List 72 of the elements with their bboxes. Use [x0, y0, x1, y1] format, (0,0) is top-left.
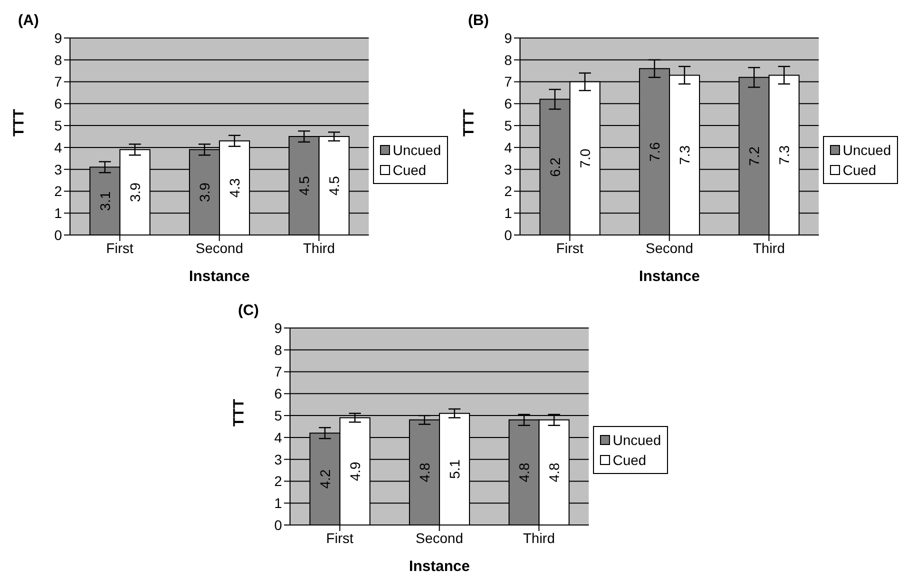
x-tick-label: First [106, 240, 134, 256]
x-tick-label: Second [416, 530, 464, 546]
y-tick-label: 7 [274, 364, 282, 380]
y-tick-label: 4 [504, 139, 512, 156]
data-label: 4.5 [296, 176, 312, 196]
y-tick-label: 5 [54, 118, 62, 134]
data-label: 6.2 [546, 157, 563, 177]
x-tick-label: Second [196, 240, 244, 256]
y-tick-label: 6 [504, 96, 512, 112]
x-tick-label: Third [302, 240, 335, 256]
y-axis-title: TTT [230, 399, 248, 426]
data-label: 4.8 [416, 462, 432, 482]
x-tick-label: Third [522, 530, 555, 546]
y-tick-label: 2 [54, 183, 62, 200]
y-tick-label: 0 [274, 516, 282, 533]
data-label: 7.3 [776, 145, 792, 165]
y-tick-label: 8 [504, 52, 512, 68]
y-tick-label: 6 [54, 96, 62, 112]
data-label: 4.8 [516, 462, 532, 482]
x-axis-title: Instance [408, 558, 470, 575]
y-tick-label: 1 [504, 205, 512, 222]
legend-label: Uncued [842, 140, 891, 160]
y-tick-label: 3 [504, 161, 512, 178]
y-tick-label: 9 [54, 30, 62, 46]
y-tick-label: 2 [274, 473, 282, 490]
data-label: 4.2 [316, 469, 333, 489]
y-tick-label: 9 [274, 320, 282, 336]
x-axis-title: Instance [638, 268, 700, 285]
data-label: 4.9 [346, 461, 363, 482]
y-tick-label: 4 [274, 429, 282, 446]
y-axis-title: TTT [10, 109, 28, 136]
x-tick-label: Third [752, 240, 785, 256]
y-tick-label: 6 [274, 386, 282, 402]
data-label: 7.2 [746, 146, 762, 166]
legend-label: Uncued [392, 140, 441, 160]
data-label: 4.8 [546, 462, 562, 482]
data-label: 7.0 [576, 148, 593, 168]
data-label: 5.1 [446, 459, 462, 479]
data-label: 7.3 [676, 145, 692, 165]
data-label: 3.9 [196, 182, 212, 202]
y-tick-label: 0 [54, 226, 62, 243]
y-tick-label: 2 [504, 183, 512, 200]
y-tick-label: 9 [504, 30, 512, 46]
data-label: 3.9 [126, 182, 143, 202]
y-tick-label: 4 [54, 139, 62, 156]
x-axis-title: Instance [188, 268, 250, 285]
data-label: 7.6 [646, 142, 662, 162]
legend-label: Cued [612, 450, 646, 470]
x-tick-label: First [556, 240, 584, 256]
y-tick-label: 0 [504, 226, 512, 243]
y-axis-title: TTT [460, 109, 478, 136]
x-tick-label: First [326, 530, 354, 546]
chart-title: (C) [238, 302, 259, 319]
chart-title: (B) [468, 12, 489, 29]
y-tick-label: 8 [274, 342, 282, 358]
x-tick-label: Second [646, 240, 694, 256]
y-tick-label: 5 [504, 118, 512, 134]
y-tick-label: 8 [54, 52, 62, 68]
y-tick-label: 7 [54, 74, 62, 90]
data-label: 4.5 [326, 176, 342, 196]
y-tick-label: 1 [54, 205, 62, 222]
y-tick-label: 5 [274, 408, 282, 424]
legend-label: Cued [842, 160, 876, 180]
legend-label: Uncued [612, 430, 661, 450]
y-tick-label: 7 [504, 74, 512, 90]
y-tick-label: 1 [274, 495, 282, 512]
legend-label: Cued [392, 160, 426, 180]
chart-title: (A) [18, 12, 39, 29]
y-tick-label: 3 [274, 451, 282, 468]
data-label: 3.1 [96, 191, 113, 211]
data-label: 4.3 [226, 178, 242, 198]
y-tick-label: 3 [54, 161, 62, 178]
